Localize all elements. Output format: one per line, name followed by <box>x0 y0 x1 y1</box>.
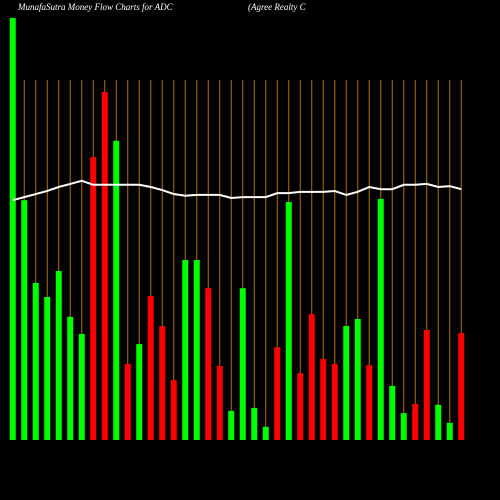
bar <box>193 260 200 440</box>
bar <box>320 359 327 440</box>
bar <box>136 344 143 440</box>
bar <box>216 366 223 440</box>
bar <box>297 373 304 440</box>
bar <box>239 288 246 440</box>
bar <box>251 407 258 440</box>
bar <box>147 296 154 440</box>
bar <box>113 140 120 441</box>
chart-title: MunafaSutra Money Flow Charts for ADC <box>17 2 174 12</box>
bar <box>446 422 453 440</box>
bar <box>262 426 269 440</box>
bar <box>308 314 315 440</box>
bar <box>274 347 281 440</box>
bar <box>21 200 28 440</box>
bar <box>101 91 108 441</box>
bar <box>67 316 74 440</box>
bar <box>124 363 131 440</box>
bar <box>366 365 373 440</box>
money-flow-line <box>12 179 462 202</box>
bar <box>331 363 338 440</box>
bar <box>423 330 430 440</box>
bar <box>90 157 97 440</box>
bar <box>55 271 62 440</box>
bar <box>458 333 465 440</box>
chart-subtitle: (Agree Realty C <box>248 2 307 12</box>
bar <box>9 18 16 440</box>
bar <box>44 297 51 440</box>
bar <box>377 198 384 440</box>
bar <box>182 260 189 440</box>
bar <box>400 413 407 440</box>
bar <box>32 282 39 440</box>
bar <box>412 403 419 440</box>
bar <box>170 380 177 440</box>
bar <box>389 385 396 440</box>
bar <box>354 319 361 440</box>
bar <box>159 326 166 440</box>
bar <box>205 288 212 440</box>
bar <box>78 333 85 440</box>
bar <box>228 410 235 440</box>
bar <box>435 404 442 440</box>
bar <box>343 326 350 440</box>
bar <box>285 201 292 440</box>
